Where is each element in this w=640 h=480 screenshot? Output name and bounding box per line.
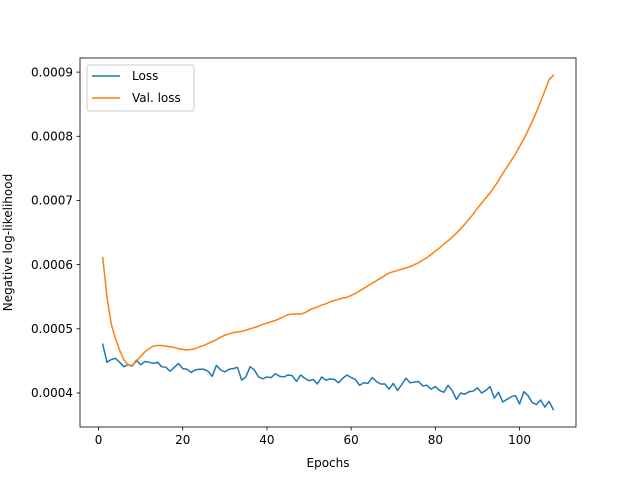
legend: Loss Val. loss	[86, 64, 195, 112]
y-tick-label: 0.0006	[31, 258, 73, 272]
series-line-val-loss	[101, 74, 555, 367]
legend-label-val-loss: Val. loss	[132, 91, 181, 105]
x-tick-label: 40	[259, 433, 274, 447]
x-axis-ticks: 0 20 40 60 80 100	[95, 427, 531, 447]
x-tick-label: 80	[428, 433, 443, 447]
y-tick-label: 0.0008	[31, 129, 73, 143]
x-axis-label: Epochs	[307, 456, 350, 470]
y-tick-label: 0.0004	[31, 386, 73, 400]
y-axis-ticks: 0.0004 0.0005 0.0006 0.0007 0.0008 0.0009	[31, 65, 80, 400]
legend-label-loss: Loss	[132, 69, 158, 83]
y-tick-label: 0.0005	[31, 322, 73, 336]
series-line-loss	[101, 343, 555, 411]
x-tick-label: 60	[344, 433, 359, 447]
x-tick-label: 0	[95, 433, 103, 447]
y-tick-label: 0.0007	[31, 194, 73, 208]
y-axis-label: Negative log-likelihood	[1, 174, 15, 311]
x-tick-label: 20	[175, 433, 190, 447]
x-tick-label: 100	[508, 433, 531, 447]
y-tick-label: 0.0009	[31, 65, 73, 79]
series-layer	[101, 74, 555, 411]
plot-frame	[79, 57, 577, 428]
